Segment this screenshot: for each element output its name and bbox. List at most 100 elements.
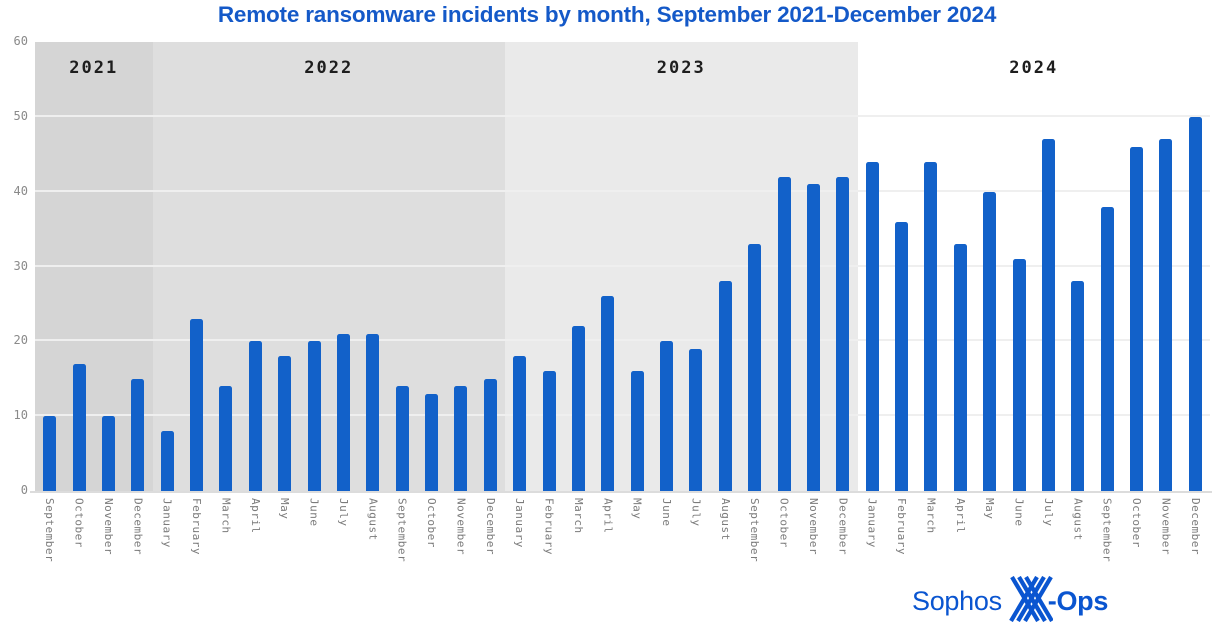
chart-title: Remote ransomware incidents by month, Se… [217, 2, 997, 27]
bar-june-2023 [660, 341, 674, 491]
x-tick-label: May [983, 498, 997, 520]
x-tick-label: January [865, 498, 879, 548]
bar-february-2024 [895, 221, 909, 491]
bar-september-2022 [395, 386, 409, 491]
x-tick-label: August [366, 498, 380, 541]
x-tick: April [946, 498, 975, 562]
bar-cell [887, 42, 916, 491]
bar-cell [946, 42, 975, 491]
bar-february-2022 [190, 318, 204, 491]
y-tick-label-60: 60 [13, 34, 28, 48]
x-tick: October [64, 498, 93, 562]
x-tick: October [1122, 498, 1151, 562]
x-tick: December [476, 498, 505, 562]
bar-cell [1004, 42, 1033, 491]
bar-october-2023 [777, 176, 791, 491]
x-axis-labels: September October November December January F… [35, 498, 1210, 562]
x-tick: January [505, 498, 534, 562]
bar-cell [123, 42, 152, 491]
x-tick: September [388, 498, 417, 562]
x-tick: April [241, 498, 270, 562]
bar-august-2022 [366, 333, 380, 491]
bar-march-2022 [219, 386, 233, 491]
gridline-30 [35, 264, 1210, 267]
x-tick-label: August [718, 498, 732, 541]
bar-january-2023 [513, 356, 527, 491]
x-tick-label: July [336, 498, 350, 527]
bar-cell [799, 42, 828, 491]
plot-area: 2021 2022 2023 2024 [35, 42, 1210, 491]
bar-cell [388, 42, 417, 491]
bar-november-2021 [101, 416, 115, 491]
bar-cell [652, 42, 681, 491]
x-tick-label: February [190, 498, 204, 555]
x-axis-line [30, 491, 1212, 493]
bar-may-2024 [983, 191, 997, 491]
x-tick-label: June [1012, 498, 1026, 527]
x-tick-label: March [571, 498, 585, 534]
bar-august-2023 [718, 281, 732, 491]
x-tick-label: November [1159, 498, 1173, 555]
x-tick-label: November [454, 498, 468, 555]
gridline-50 [35, 114, 1210, 117]
x-tick-label: July [1041, 498, 1055, 527]
bar-cell [64, 42, 93, 491]
y-tick-label-40: 40 [13, 183, 28, 198]
bar-april-2023 [601, 296, 615, 491]
x-tick-label: September [1100, 498, 1114, 563]
x-tick: August [711, 498, 740, 562]
bar-cell [534, 42, 563, 491]
bar-cell [681, 42, 710, 491]
bar-cell [1093, 42, 1122, 491]
x-tick-label: October [425, 498, 439, 548]
gridline-20 [35, 339, 1210, 342]
bar-cell [1122, 42, 1151, 491]
x-tick: July [329, 498, 358, 562]
bar-december-2022 [483, 378, 497, 491]
bar-cell [505, 42, 534, 491]
logo-text-sophos: Sophos [912, 585, 1002, 616]
x-tick: September [1093, 498, 1122, 562]
x-tick: February [534, 498, 563, 562]
x-tick-label: April [601, 498, 615, 534]
x-tick-label: July [689, 498, 703, 527]
logo-text-ops: -Ops [1047, 585, 1109, 616]
x-tick: November [94, 498, 123, 562]
x-tick: April [593, 498, 622, 562]
bar-cell [1034, 42, 1063, 491]
x-tick: May [270, 498, 299, 562]
x-tick: December [1181, 498, 1210, 562]
bar-cell [270, 42, 299, 491]
bar-june-2024 [1012, 259, 1026, 491]
bar-september-2021 [43, 416, 57, 491]
bar-november-2023 [806, 184, 820, 491]
x-tick-label: February [542, 498, 556, 555]
bar-cell [153, 42, 182, 491]
x-tick-label: November [101, 498, 115, 555]
bar-march-2023 [571, 326, 585, 491]
x-tick-label: August [1071, 498, 1085, 541]
y-tick-label-20: 20 [13, 333, 28, 348]
bar-january-2022 [160, 431, 174, 491]
bar-november-2024 [1159, 139, 1173, 491]
bar-march-2024 [924, 161, 938, 491]
year-label-2023: 2023 [656, 58, 706, 78]
bar-cell [828, 42, 857, 491]
bar-october-2024 [1130, 146, 1144, 491]
y-tick-label-10: 10 [13, 408, 28, 423]
bar-cell [94, 42, 123, 491]
bar-cell [476, 42, 505, 491]
year-label-2022: 2022 [304, 58, 354, 78]
x-tick: June [1004, 498, 1033, 562]
bar-may-2022 [278, 356, 292, 491]
x-tick-label: February [895, 498, 909, 555]
x-tick: November [799, 498, 828, 562]
x-tick-label: November [806, 498, 820, 555]
bar-february-2023 [542, 371, 556, 491]
gridline-40 [35, 189, 1210, 192]
year-label-2024: 2024 [1009, 58, 1059, 78]
bar-cell [1151, 42, 1180, 491]
x-tick: February [887, 498, 916, 562]
x-tick: July [1034, 498, 1063, 562]
x-tick-label: September [43, 498, 57, 563]
